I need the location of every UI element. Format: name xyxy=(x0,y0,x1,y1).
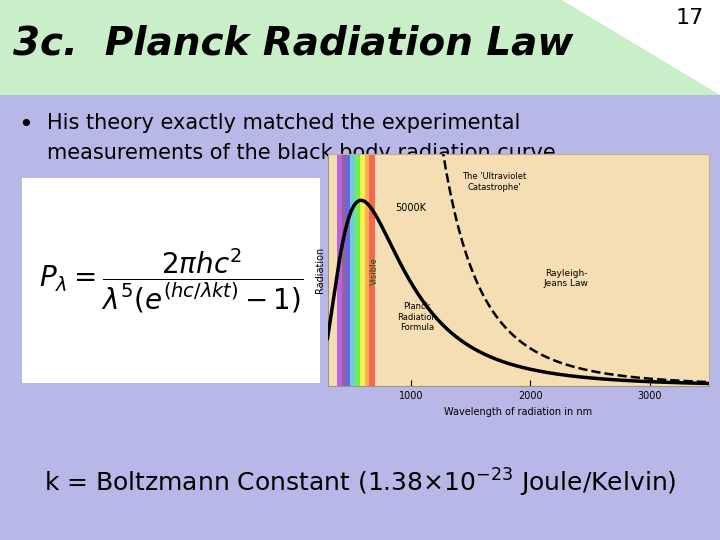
Text: The 'Ultraviolet
Catastrophe': The 'Ultraviolet Catastrophe' xyxy=(462,172,526,192)
Bar xyxy=(337,154,342,386)
Text: $P_{\lambda} = \dfrac{2\pi hc^{2}}{\lambda^{5}(e^{(hc/\lambda kt)}-1)}$: $P_{\lambda} = \dfrac{2\pi hc^{2}}{\lamb… xyxy=(39,247,303,315)
Text: •: • xyxy=(18,113,32,137)
Text: measurements of the black body radiation curve: measurements of the black body radiation… xyxy=(47,143,556,163)
Bar xyxy=(355,154,360,386)
Text: 5000K: 5000K xyxy=(395,204,426,213)
Text: Rayleigh-
Jeans Law: Rayleigh- Jeans Law xyxy=(544,269,588,288)
Text: k = Boltzmann Constant (1.38$\times$10$^{-23}$ Joule/Kelvin): k = Boltzmann Constant (1.38$\times$10$^… xyxy=(44,467,676,500)
Text: His theory exactly matched the experimental: His theory exactly matched the experimen… xyxy=(47,113,520,133)
FancyBboxPatch shape xyxy=(22,178,320,383)
Text: Planck
Radiation
Formula: Planck Radiation Formula xyxy=(397,302,437,332)
Bar xyxy=(360,154,364,386)
Bar xyxy=(342,154,346,386)
Text: 3c.  Planck Radiation Law: 3c. Planck Radiation Law xyxy=(13,24,573,62)
Bar xyxy=(0,0,720,94)
X-axis label: Wavelength of radiation in nm: Wavelength of radiation in nm xyxy=(444,407,593,416)
Polygon shape xyxy=(562,0,720,94)
Text: 17: 17 xyxy=(676,8,704,28)
Bar xyxy=(369,154,375,386)
Bar xyxy=(350,154,355,386)
Bar xyxy=(346,154,350,386)
Bar xyxy=(364,154,369,386)
Text: Visible: Visible xyxy=(369,257,379,285)
Y-axis label: Radiation: Radiation xyxy=(315,247,325,293)
